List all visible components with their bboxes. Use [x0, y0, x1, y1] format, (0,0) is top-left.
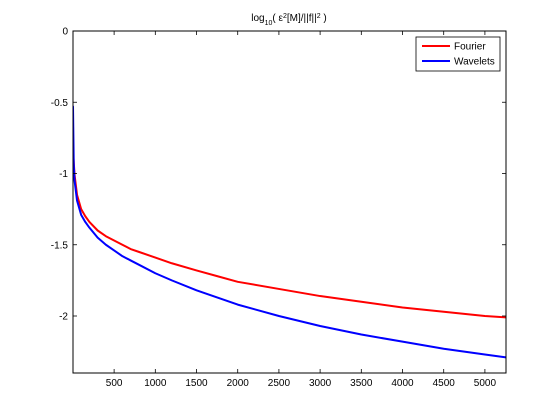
x-tick-label: 2000: [227, 378, 250, 389]
x-tick-label: 3500: [350, 378, 373, 389]
y-tick-label: -2: [59, 312, 68, 323]
title-part-base: ): [321, 13, 327, 24]
y-tick-label: -1.5: [51, 240, 69, 251]
legend: Fourier Wavelets: [415, 36, 501, 72]
series-layer: [73, 105, 506, 359]
y-tick-label: -1: [59, 169, 68, 180]
x-tick-label: 5000: [474, 378, 497, 389]
x-tick-label: 2500: [268, 378, 291, 389]
y-tick-label: -0.5: [51, 98, 69, 109]
series-line-wavelets: [73, 105, 506, 359]
title-part-base: ( ε: [272, 13, 283, 24]
series-line-fourier: [73, 149, 506, 319]
x-tick-label: 1500: [185, 378, 208, 389]
y-tick-label: 0: [62, 27, 68, 38]
title-part-sup: 2: [283, 13, 287, 20]
chart-title: log10( ε2[M]/||f||2 ): [251, 13, 327, 27]
legend-box: [415, 36, 501, 72]
x-tick-label: 500: [106, 378, 123, 389]
title-part-base: log: [251, 13, 264, 24]
y-axis: 0 -0.5 -1 -1.5 -2: [51, 27, 506, 323]
plot-frame: [72, 30, 507, 374]
title-part-sub: 10: [265, 20, 273, 27]
x-axis: 500 1000 1500 2000 2500 3000 3500 4000 4500 5000: [106, 31, 497, 389]
legend-label-wavelets: Wavelets: [454, 57, 495, 68]
x-tick-label: 4000: [391, 378, 414, 389]
x-tick-label: 3000: [309, 378, 332, 389]
x-tick-label: 4500: [433, 378, 456, 389]
title-part-base: [M]/||f||: [287, 13, 317, 24]
legend-label-fourier: Fourier: [454, 42, 486, 53]
x-tick-label: 1000: [144, 378, 167, 389]
title-part-sup: 2: [317, 13, 321, 20]
